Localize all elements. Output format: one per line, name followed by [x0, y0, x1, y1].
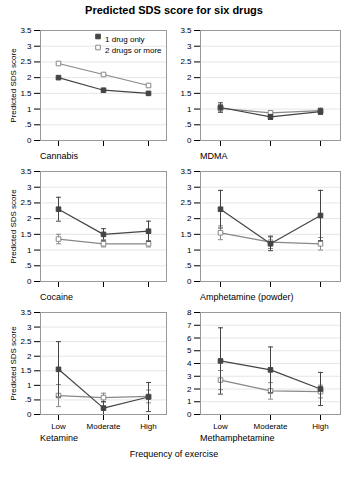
- svg-text:3.5: 3.5: [180, 26, 192, 35]
- svg-text:1.5: 1.5: [180, 230, 192, 239]
- svg-text:.5: .5: [25, 395, 32, 404]
- svg-text:3.5: 3.5: [20, 308, 32, 317]
- svg-text:6: 6: [187, 334, 192, 343]
- svg-text:2: 2: [27, 352, 32, 361]
- svg-text:1: 1: [27, 105, 32, 114]
- svg-text:3: 3: [187, 42, 192, 51]
- svg-text:7: 7: [187, 321, 192, 330]
- svg-text:4: 4: [187, 359, 192, 368]
- svg-text:.5: .5: [185, 261, 192, 270]
- svg-text:1: 1: [27, 381, 32, 390]
- svg-text:Predicted SDS score: Predicted SDS score: [9, 326, 18, 401]
- svg-text:2: 2: [187, 73, 192, 82]
- html-text:Predicted SDS score for six dr: Predicted SDS score for six drugs: [85, 4, 263, 16]
- svg-text:2.5: 2.5: [20, 57, 32, 66]
- svg-text:0: 0: [27, 410, 32, 419]
- html-text:MDMA: MDMA: [200, 151, 228, 161]
- svg-text:2: 2: [187, 385, 192, 394]
- svg-text:0: 0: [187, 136, 192, 145]
- svg-text:2.5: 2.5: [20, 198, 32, 207]
- svg-text:1.5: 1.5: [20, 230, 32, 239]
- svg-text:3: 3: [27, 323, 32, 332]
- svg-text:0: 0: [27, 136, 32, 145]
- svg-text:1.5: 1.5: [20, 89, 32, 98]
- svg-text:.5: .5: [185, 120, 192, 129]
- svg-text:8: 8: [187, 308, 192, 317]
- svg-text:2: 2: [27, 73, 32, 82]
- svg-text:Predicted SDS score: Predicted SDS score: [9, 189, 18, 264]
- html-text:Methamphetamine: Methamphetamine: [200, 433, 275, 443]
- svg-text:High: High: [140, 422, 156, 431]
- html-text:Amphetamine (powder): Amphetamine (powder): [200, 292, 294, 302]
- svg-text:2.5: 2.5: [180, 57, 192, 66]
- svg-text:Low: Low: [51, 422, 66, 431]
- html-text:Cocaine: Cocaine: [40, 292, 73, 302]
- svg-text:3: 3: [187, 372, 192, 381]
- svg-text:.5: .5: [25, 261, 32, 270]
- svg-text:Moderate: Moderate: [87, 422, 121, 431]
- svg-text:2: 2: [27, 214, 32, 223]
- svg-text:Low: Low: [213, 422, 228, 431]
- svg-text:2: 2: [187, 214, 192, 223]
- svg-text:1.5: 1.5: [180, 89, 192, 98]
- svg-text:0: 0: [187, 410, 192, 419]
- svg-text:Moderate: Moderate: [254, 422, 288, 431]
- svg-text:2 drugs or more: 2 drugs or more: [105, 46, 162, 55]
- svg-text:3.5: 3.5: [20, 26, 32, 35]
- svg-text:0: 0: [27, 277, 32, 286]
- html-text:Frequency of exercise: Frequency of exercise: [129, 449, 219, 459]
- svg-text:1: 1: [27, 246, 32, 255]
- svg-text:Predicted SDS score: Predicted SDS score: [9, 48, 18, 123]
- html-text:Cannabis: Cannabis: [40, 151, 78, 161]
- svg-text:1 drug only: 1 drug only: [105, 35, 145, 44]
- svg-text:3: 3: [27, 42, 32, 51]
- svg-text:1: 1: [187, 105, 192, 114]
- html-text:Ketamine: Ketamine: [40, 433, 78, 443]
- svg-text:3: 3: [187, 183, 192, 192]
- svg-text:2.5: 2.5: [180, 198, 192, 207]
- svg-text:3: 3: [27, 183, 32, 192]
- svg-text:3.5: 3.5: [180, 167, 192, 176]
- svg-text:2.5: 2.5: [20, 337, 32, 346]
- svg-text:1: 1: [187, 397, 192, 406]
- svg-text:.5: .5: [25, 120, 32, 129]
- svg-text:5: 5: [187, 346, 192, 355]
- svg-text:1: 1: [187, 246, 192, 255]
- svg-text:1.5: 1.5: [20, 366, 32, 375]
- svg-text:High: High: [312, 422, 328, 431]
- svg-text:0: 0: [187, 277, 192, 286]
- svg-text:3.5: 3.5: [20, 167, 32, 176]
